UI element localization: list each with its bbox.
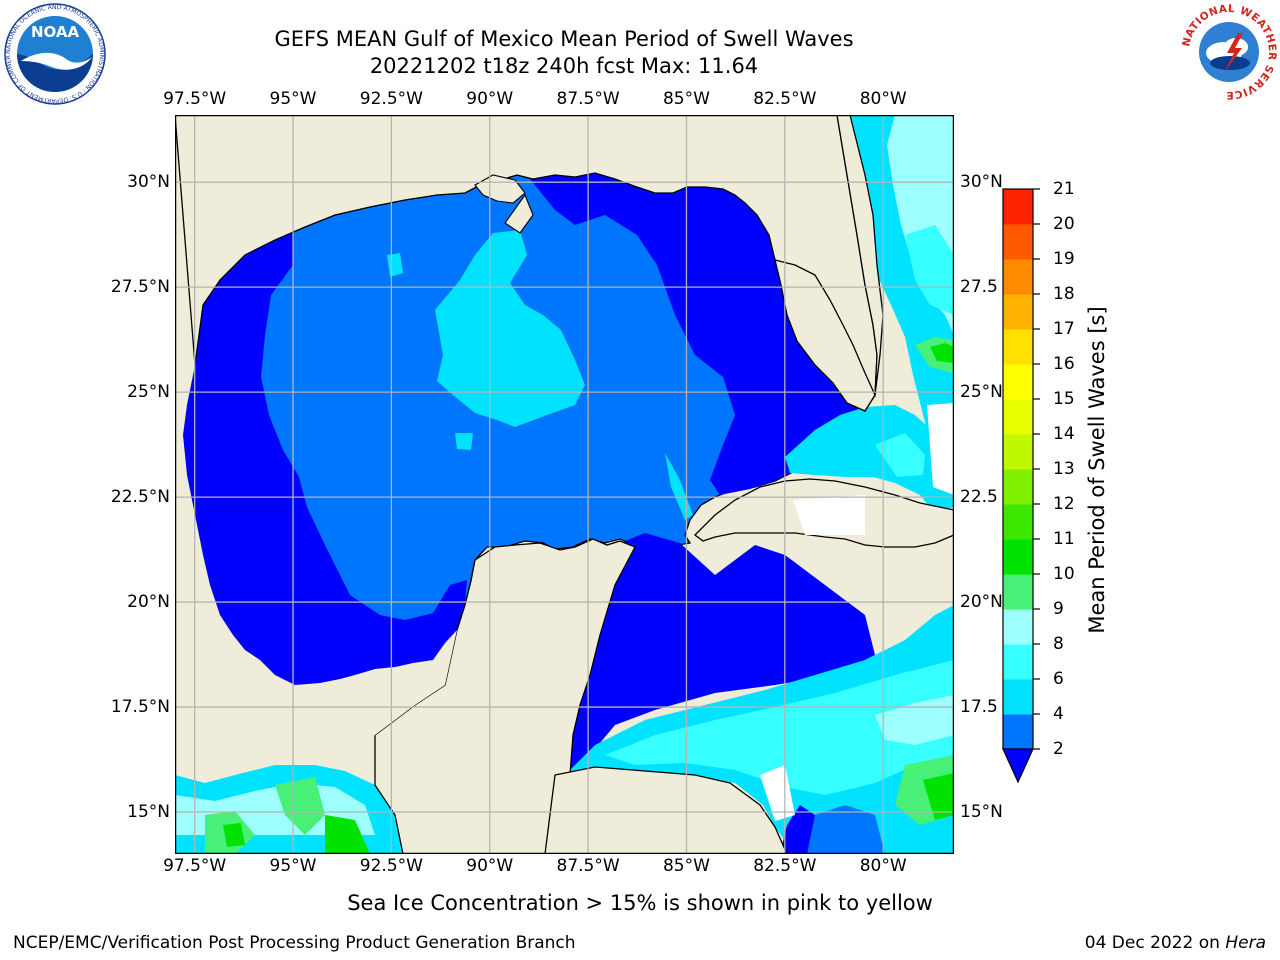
map-panel	[175, 115, 954, 854]
colorbar-segment	[1003, 224, 1033, 260]
lat-tick-left: 20°N	[127, 592, 170, 613]
colorbar-tick-label: 10	[1053, 564, 1075, 584]
lon-tick-bottom: 82.5°W	[753, 856, 817, 876]
colorbar-segment	[1003, 294, 1033, 330]
lon-tick-bottom: 87.5°W	[556, 856, 620, 876]
colorbar-label: Mean Period of Swell Waves [s]	[1085, 306, 1109, 634]
lat-tick-left: 25°N	[127, 382, 170, 403]
colorbar-segment	[1003, 189, 1033, 225]
lat-tick-left: 15°N	[127, 802, 170, 822]
colorbar	[1002, 188, 1040, 784]
colorbar-segment	[1003, 644, 1033, 680]
noaa-wordmark: NOAA	[31, 23, 80, 41]
colorbar-tick-label: 18	[1053, 284, 1075, 304]
colorbar-tick-label: 8	[1053, 634, 1064, 654]
sea-ice-note: Sea Ice Concentration > 15% is shown in …	[347, 891, 933, 915]
lon-tick-bottom: 92.5°W	[359, 856, 423, 876]
colorbar-segment	[1003, 469, 1033, 505]
footer-org: NCEP/EMC/Verification Post Processing Pr…	[13, 933, 576, 953]
graticule	[175, 115, 954, 854]
colorbar-tick-label: 6	[1053, 669, 1064, 689]
colorbar-segment	[1003, 434, 1033, 470]
lat-tick-right: 27.5	[960, 277, 998, 298]
colorbar-tick-label: 11	[1053, 529, 1075, 549]
lat-tick-right: 20°N	[960, 592, 1003, 613]
colorbar-tick-label: 20	[1053, 214, 1075, 234]
colorbar-tick-label: 16	[1053, 354, 1075, 374]
lon-tick-top: 92.5°W	[359, 89, 423, 109]
colorbar-tick-label: 13	[1053, 459, 1075, 479]
noaa-logo: NATIONAL OCEANIC AND ATMOSPHERIC ADMINIS…	[4, 3, 106, 105]
colorbar-extend-min	[1002, 748, 1034, 784]
lat-tick-right: 30°N	[960, 172, 1003, 193]
lon-tick-top: 95°W	[269, 89, 317, 109]
colorbar-segment	[1003, 714, 1033, 750]
footer-date: 04 Dec 2022 on Hera	[1085, 933, 1266, 953]
colorbar-tick-label: 17	[1053, 319, 1075, 339]
lon-tick-top: 82.5°W	[753, 89, 817, 109]
lat-tick-left: 22.5°N	[110, 487, 170, 508]
colorbar-tick-label: 15	[1053, 389, 1075, 409]
lat-tick-left: 30°N	[127, 172, 170, 193]
lat-tick-left: 17.5°N	[110, 697, 170, 718]
colorbar-segment	[1003, 329, 1033, 365]
lon-tick-top: 90°W	[466, 89, 514, 109]
lon-tick-bottom: 95°W	[269, 856, 317, 876]
lat-tick-right: 25°N	[960, 382, 1003, 403]
chart-title: GEFS MEAN Gulf of Mexico Mean Period of …	[274, 27, 854, 51]
chart-subtitle: 20221202 t18z 240h fcst Max: 11.64	[369, 54, 759, 78]
colorbar-segment	[1003, 259, 1033, 295]
lon-tick-top: 80°W	[859, 89, 907, 109]
colorbar-tick-label: 19	[1053, 249, 1075, 269]
lon-tick-bottom: 90°W	[466, 856, 514, 876]
central-america-landmass	[544, 766, 788, 854]
footer-host: Hera	[1225, 933, 1266, 953]
lat-tick-right: 17.5	[960, 697, 998, 718]
colorbar-segment	[1003, 574, 1033, 610]
lon-tick-bottom: 85°W	[662, 856, 710, 876]
colorbar-tick-label: 9	[1053, 599, 1064, 619]
colorbar-segment	[1003, 679, 1033, 715]
lat-tick-right: 15°N	[960, 802, 1003, 822]
colorbar-segment	[1003, 399, 1033, 435]
colorbar-tick-label: 14	[1053, 424, 1075, 444]
colorbar-tick-label: 2	[1053, 739, 1064, 759]
lat-tick-left: 27.5°N	[110, 277, 170, 298]
colorbar-tick-label: 21	[1053, 179, 1075, 199]
colorbar-segment	[1003, 539, 1033, 575]
lon-tick-bottom: 80°W	[859, 856, 907, 876]
lon-tick-top: 87.5°W	[556, 89, 620, 109]
lon-tick-top: 97.5°W	[163, 89, 227, 109]
colorbar-segment	[1003, 364, 1033, 400]
colorbar-tick-label: 4	[1053, 704, 1064, 724]
colorbar-tick-label: 12	[1053, 494, 1075, 514]
colorbar-segment	[1003, 609, 1033, 645]
lat-tick-right: 22.5	[960, 487, 998, 508]
footer-date-text: 04 Dec 2022 on	[1084, 933, 1226, 953]
map-frame	[175, 115, 954, 854]
colorbar-segment	[1003, 504, 1033, 540]
lon-tick-bottom: 97.5°W	[163, 856, 227, 876]
nws-logo: NATIONAL WEATHER SERVICE	[1180, 3, 1277, 101]
lon-tick-top: 85°W	[662, 89, 710, 109]
